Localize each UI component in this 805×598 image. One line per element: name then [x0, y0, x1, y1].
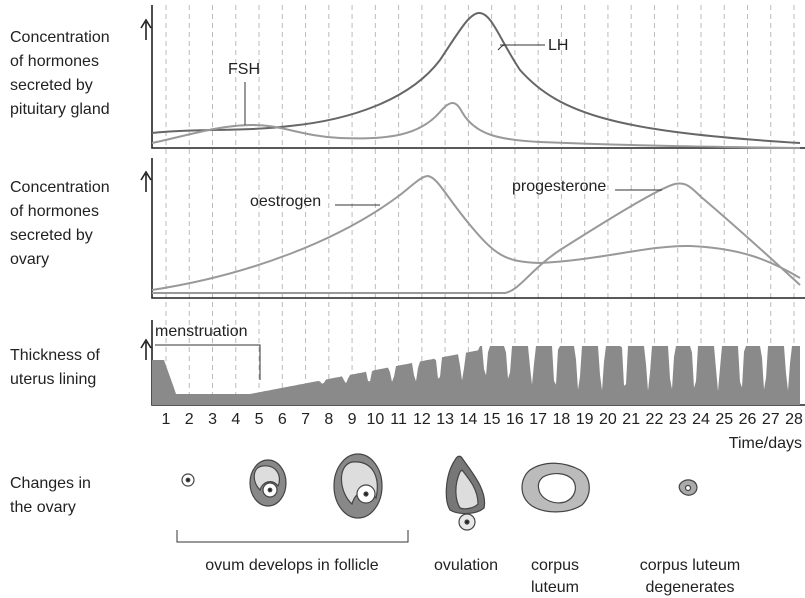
- day-label: 13: [436, 411, 454, 428]
- progesterone-label: progesterone: [512, 178, 606, 195]
- panel-label: Concentration: [10, 179, 110, 196]
- panel-label: pituitary gland: [10, 101, 110, 118]
- stage-label: corpus: [531, 557, 579, 574]
- day-label: 4: [231, 411, 240, 428]
- day-label: 26: [739, 411, 757, 428]
- day-label: 16: [506, 411, 524, 428]
- x-axis-label: Time/days: [729, 435, 802, 452]
- arrows: [141, 20, 151, 360]
- day-label: 25: [715, 411, 733, 428]
- day-label: 28: [785, 411, 803, 428]
- day-label: 6: [278, 411, 287, 428]
- day-label: 20: [599, 411, 617, 428]
- stage-label: corpus luteum: [640, 557, 741, 574]
- day-label: 10: [366, 411, 384, 428]
- panel-label: uterus lining: [10, 371, 96, 388]
- day-label: 23: [669, 411, 687, 428]
- lh-label: LH: [548, 37, 568, 54]
- panel-label: secreted by: [10, 227, 93, 244]
- panel-label: of hormones: [10, 203, 99, 220]
- menstruation-label: menstruation: [155, 323, 248, 340]
- panel-label: ovary: [10, 251, 49, 268]
- panel-label: of hormones: [10, 53, 99, 70]
- ovary-label: the ovary: [10, 499, 76, 516]
- day-label: 17: [529, 411, 547, 428]
- day-label: 15: [483, 411, 501, 428]
- leader: [245, 45, 545, 125]
- fsh-label: FSH: [228, 61, 260, 78]
- day-label: 9: [348, 411, 357, 428]
- day-label: 3: [208, 411, 217, 428]
- day-label: 14: [459, 411, 477, 428]
- day-label: 2: [185, 411, 194, 428]
- bracket: [155, 345, 260, 380]
- day-label: 5: [255, 411, 264, 428]
- day-label: 24: [692, 411, 710, 428]
- stage-label: degenerates: [646, 579, 735, 596]
- stage-label: luteum: [531, 579, 579, 596]
- day-label: 19: [576, 411, 594, 428]
- day-label: 11: [390, 411, 407, 428]
- uterus-lining: [152, 346, 800, 405]
- bracket: [177, 530, 408, 542]
- stage-label: ovulation: [434, 557, 498, 574]
- stage-label: ovum develops in follicle: [205, 557, 379, 574]
- day-label: 27: [762, 411, 780, 428]
- leader: [335, 190, 662, 205]
- day-label: 18: [553, 411, 571, 428]
- day-label: 7: [301, 411, 310, 428]
- day-label: 8: [324, 411, 333, 428]
- panel-label: secreted by: [10, 77, 93, 94]
- panel-label: Concentration: [10, 29, 110, 46]
- day-label: 1: [162, 411, 171, 428]
- ovary-shapes: [182, 454, 697, 530]
- day-label: 12: [413, 411, 431, 428]
- ovary-label: Changes in: [10, 475, 91, 492]
- diagram: FSH LH oestrogen progesterone menstruati…: [0, 0, 805, 598]
- day-label: 22: [646, 411, 664, 428]
- day-label: 21: [622, 411, 640, 428]
- fsh-curve: [152, 103, 800, 148]
- oestrogen-label: oestrogen: [250, 193, 321, 210]
- panel-label: Thickness of: [10, 347, 100, 364]
